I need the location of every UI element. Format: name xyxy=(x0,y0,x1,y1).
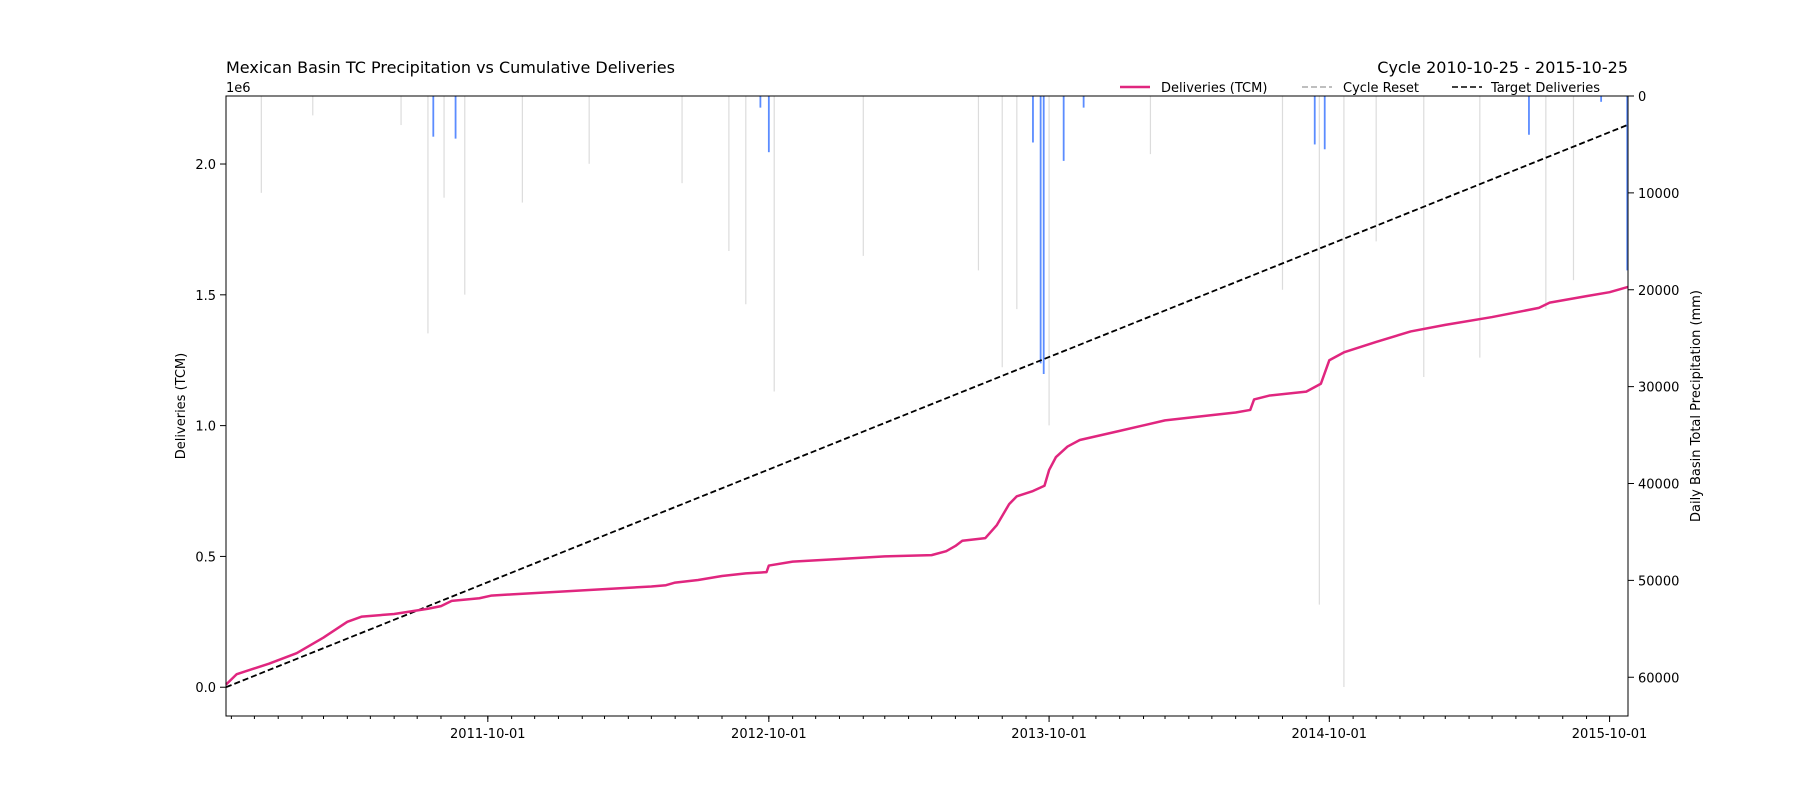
x-tick-label: 2014-10-01 xyxy=(1292,727,1368,742)
deliveries-series-line xyxy=(225,285,1629,686)
y-left-tick-label: 1.5 xyxy=(195,289,216,304)
target-deliveries-line xyxy=(225,123,1629,689)
y-axis-left: 0.0 0.5 1.0 1.5 2.0 xyxy=(195,158,226,696)
legend: Deliveries (TCM) Cycle Reset Target Deli… xyxy=(1120,81,1600,96)
y-right-tick-label: 50000 xyxy=(1638,574,1679,589)
y-right-tick-label: 30000 xyxy=(1638,381,1679,396)
plot-frame xyxy=(225,95,1629,717)
y-right-tick-label: 20000 xyxy=(1638,284,1679,299)
y-axis-right: 0 10000 20000 30000 40000 50000 60000 xyxy=(1628,90,1679,686)
x-axis: 2011-10-01 2012-10-01 2013-10-01 2014-10-01… xyxy=(230,716,1648,742)
deliveries-line xyxy=(225,285,1629,686)
x-tick-label: 2011-10-01 xyxy=(450,727,526,742)
y-left-multiplier: 1e6 xyxy=(226,81,251,96)
legend-label-cycle-reset: Cycle Reset xyxy=(1343,81,1419,96)
y-left-tick-label: 2.0 xyxy=(195,158,216,173)
chart-subtitle: Cycle 2010-10-25 - 2015-10-25 xyxy=(1377,58,1628,77)
y-right-label: Daily Basin Total Precipitation (mm) xyxy=(1689,290,1704,522)
y-left-tick-label: 0.5 xyxy=(195,550,216,565)
x-tick-label: 2012-10-01 xyxy=(731,727,807,742)
target-series-line xyxy=(225,123,1629,689)
x-tick-label: 2015-10-01 xyxy=(1572,727,1648,742)
y-right-tick-label: 10000 xyxy=(1638,187,1679,202)
y-left-tick-label: 1.0 xyxy=(195,420,216,435)
legend-label-deliveries: Deliveries (TCM) xyxy=(1161,81,1267,96)
legend-label-target: Target Deliveries xyxy=(1490,81,1600,96)
y-right-tick-label: 40000 xyxy=(1638,478,1679,493)
y-left-tick-label: 0.0 xyxy=(195,681,216,696)
x-tick-label: 2013-10-01 xyxy=(1011,727,1087,742)
chart-title: Mexican Basin TC Precipitation vs Cumula… xyxy=(226,58,675,77)
y-right-tick-label: 60000 xyxy=(1638,671,1679,686)
y-left-label: Deliveries (TCM) xyxy=(174,353,189,459)
y-right-tick-label: 0 xyxy=(1638,90,1646,105)
